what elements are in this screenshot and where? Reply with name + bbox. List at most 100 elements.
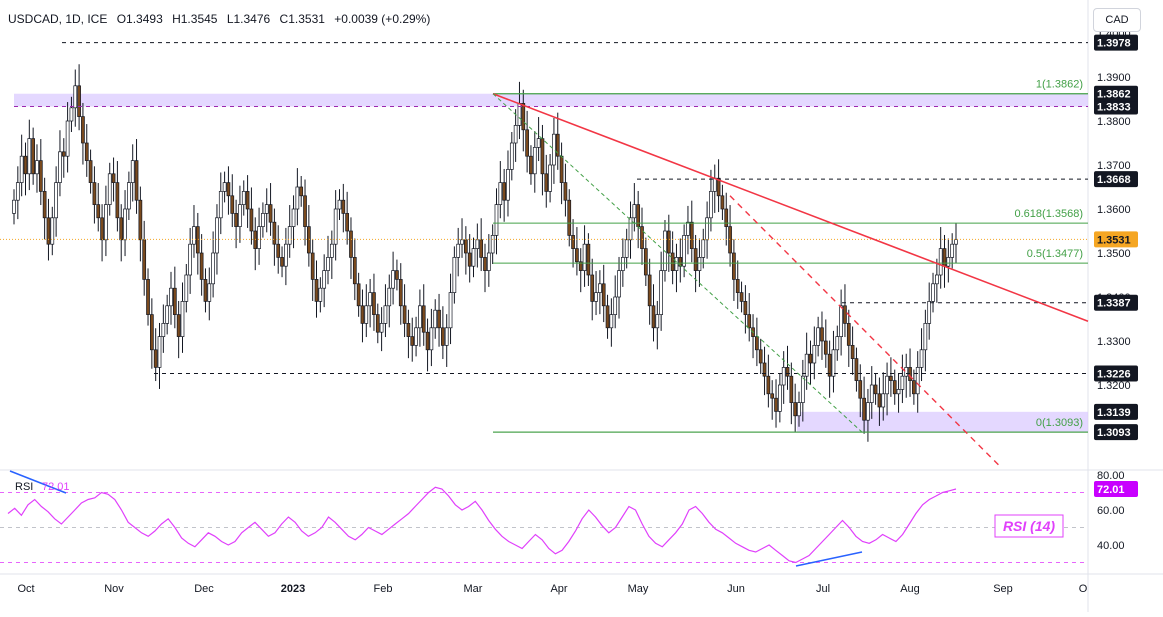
candle-body bbox=[130, 160, 135, 183]
candle-body bbox=[904, 367, 909, 377]
rsi-tick-label: 60.00 bbox=[1097, 505, 1125, 517]
candle-body bbox=[356, 283, 361, 307]
fib-level-label: 0.5(1.3477) bbox=[1027, 248, 1083, 260]
candle-body bbox=[774, 397, 778, 412]
candle-body bbox=[104, 204, 108, 241]
candle-body bbox=[563, 182, 568, 201]
currency-button[interactable]: CAD bbox=[1093, 8, 1141, 32]
price-tick-label: 1.3200 bbox=[1097, 380, 1131, 392]
candle-body bbox=[666, 230, 671, 254]
candle-body bbox=[395, 270, 399, 280]
candle-body bbox=[655, 314, 660, 329]
candle-body bbox=[498, 182, 503, 205]
candle-body bbox=[858, 380, 863, 399]
candle-body bbox=[701, 239, 706, 258]
candle-body bbox=[483, 257, 487, 271]
candle-body bbox=[245, 191, 250, 210]
candle-body bbox=[900, 375, 905, 390]
candle-body bbox=[912, 380, 916, 395]
time-tick-label: Aug bbox=[900, 583, 920, 595]
candle-body bbox=[299, 186, 304, 197]
rsi-value: 72.01 bbox=[42, 481, 70, 493]
candle-body bbox=[789, 375, 794, 403]
candle-body bbox=[398, 279, 403, 307]
candle-body bbox=[781, 367, 786, 386]
candle-body bbox=[391, 270, 395, 289]
candle-body bbox=[333, 208, 338, 245]
price-tag-bg bbox=[1094, 98, 1138, 115]
candle-body bbox=[896, 389, 901, 395]
candle-body bbox=[134, 160, 139, 201]
candle-body bbox=[540, 138, 545, 175]
candle-body bbox=[552, 133, 556, 166]
candle-body bbox=[364, 305, 369, 324]
candle-body bbox=[613, 296, 618, 315]
candle-body bbox=[609, 314, 614, 329]
time-tick-label: O bbox=[1079, 583, 1088, 595]
candle-body bbox=[111, 173, 116, 183]
candle-body bbox=[678, 257, 683, 267]
candle-body bbox=[425, 331, 430, 351]
price-tag-bg bbox=[1094, 171, 1138, 188]
candle-body bbox=[272, 221, 277, 245]
candle-body bbox=[92, 182, 97, 205]
price-tag-bg bbox=[1094, 85, 1138, 102]
candle-body bbox=[268, 204, 273, 223]
price-tick-label: 1.3600 bbox=[1097, 204, 1131, 216]
candle-body bbox=[414, 327, 418, 346]
candle-body bbox=[732, 252, 736, 280]
candle-body bbox=[383, 305, 388, 324]
candle-body bbox=[892, 380, 897, 395]
candle-body bbox=[61, 151, 66, 157]
candle-body bbox=[739, 292, 744, 302]
fib-level-label: 0.618(1.3568) bbox=[1015, 208, 1084, 220]
candle-body bbox=[257, 226, 261, 249]
candle-body bbox=[632, 204, 637, 219]
candle-body bbox=[724, 208, 729, 227]
candle-body bbox=[372, 292, 376, 315]
candle-body bbox=[100, 217, 104, 241]
candle-body bbox=[843, 305, 847, 324]
price-tick-label: 1.3700 bbox=[1097, 160, 1131, 172]
candle-body bbox=[153, 349, 158, 368]
candle-body bbox=[241, 191, 246, 205]
candle-body bbox=[73, 85, 78, 109]
price-tag-label: 1.3668 bbox=[1097, 174, 1131, 186]
candle-body bbox=[831, 349, 836, 377]
candle-body bbox=[705, 217, 709, 241]
candle-body bbox=[509, 142, 514, 170]
candle-body bbox=[954, 239, 958, 245]
candle-body bbox=[755, 336, 759, 351]
candle-body bbox=[567, 199, 572, 236]
candle-body bbox=[349, 230, 353, 258]
candle-body bbox=[368, 292, 372, 307]
candle-body bbox=[873, 384, 878, 395]
candle-body bbox=[211, 252, 215, 285]
candle-body bbox=[643, 248, 648, 276]
candle-body bbox=[712, 177, 717, 192]
candle-body bbox=[823, 340, 828, 355]
price-tag-label: 1.3833 bbox=[1097, 101, 1131, 113]
price-tick-label: 1.3300 bbox=[1097, 336, 1131, 348]
candle-body bbox=[778, 384, 782, 412]
candle-body bbox=[521, 103, 526, 131]
candle-body bbox=[379, 323, 384, 333]
time-tick-label: Sep bbox=[993, 583, 1013, 595]
candle-body bbox=[797, 402, 801, 417]
rsi-name-box bbox=[994, 514, 1064, 538]
candle-body bbox=[816, 327, 820, 346]
price-tag-bg bbox=[1094, 34, 1138, 51]
price-tag-bg bbox=[1094, 294, 1138, 311]
candle-body bbox=[743, 301, 748, 315]
candle-body bbox=[586, 243, 591, 276]
candle-body bbox=[410, 336, 415, 346]
price-tag-label: 1.3093 bbox=[1097, 427, 1131, 439]
price-tick-label: 1.3900 bbox=[1097, 72, 1131, 84]
price-tag-label: 1.3139 bbox=[1097, 407, 1131, 419]
candle-body bbox=[931, 283, 935, 302]
candle-body bbox=[785, 367, 790, 377]
time-tick-label: Nov bbox=[104, 583, 124, 595]
candle-body bbox=[119, 217, 124, 241]
rsi-tag-label: 72.01 bbox=[1097, 484, 1125, 496]
candle-body bbox=[835, 336, 840, 351]
